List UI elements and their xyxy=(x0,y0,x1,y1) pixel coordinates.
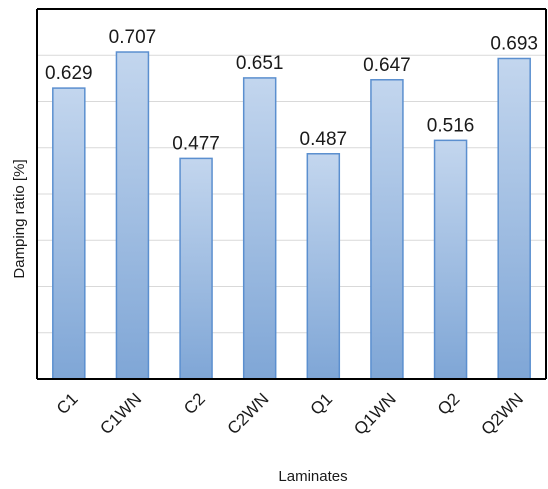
value-labels: 0.629 0.707 0.477 0.651 0.487 0.647 0.516 0.693 xyxy=(45,27,538,154)
y-axis-title: Damping ratio [%] xyxy=(11,159,28,278)
x-tick-c2: C2 xyxy=(180,389,209,418)
x-tick-c2wn: C2WN xyxy=(224,389,273,438)
x-tick-labels: C1 C1WN C2 C2WN Q1 Q1WN Q2 Q2WN xyxy=(53,389,527,438)
x-tick-q1: Q1 xyxy=(307,389,336,418)
bar-q1 xyxy=(306,153,341,380)
bar-c2wn xyxy=(242,77,277,380)
x-tick-q2: Q2 xyxy=(434,389,463,418)
bars xyxy=(52,51,531,380)
x-tick-c1: C1 xyxy=(53,389,82,418)
bar-c2 xyxy=(179,157,213,380)
bar-c1 xyxy=(52,87,86,380)
x-tick-c1wn: C1WN xyxy=(96,389,145,438)
x-axis-title: Laminates xyxy=(278,468,347,485)
x-tick-q1wn: Q1WN xyxy=(350,389,399,438)
bar-q2 xyxy=(433,139,468,380)
value-label-q2wn: 0.693 xyxy=(490,33,538,54)
value-label-c1: 0.629 xyxy=(45,63,93,84)
bar-c1wn xyxy=(115,51,150,380)
value-label-c2wn: 0.651 xyxy=(236,53,284,74)
bar-q1wn xyxy=(370,79,404,380)
value-label-c1wn: 0.707 xyxy=(109,27,157,48)
value-label-q1: 0.487 xyxy=(300,129,348,150)
bar-q2wn xyxy=(497,57,531,380)
value-label-q2: 0.516 xyxy=(427,115,475,136)
x-tick-q2wn: Q2WN xyxy=(478,389,527,438)
value-label-c2: 0.477 xyxy=(172,133,220,154)
value-label-q1wn: 0.647 xyxy=(363,55,411,76)
gridlines xyxy=(37,54,546,334)
